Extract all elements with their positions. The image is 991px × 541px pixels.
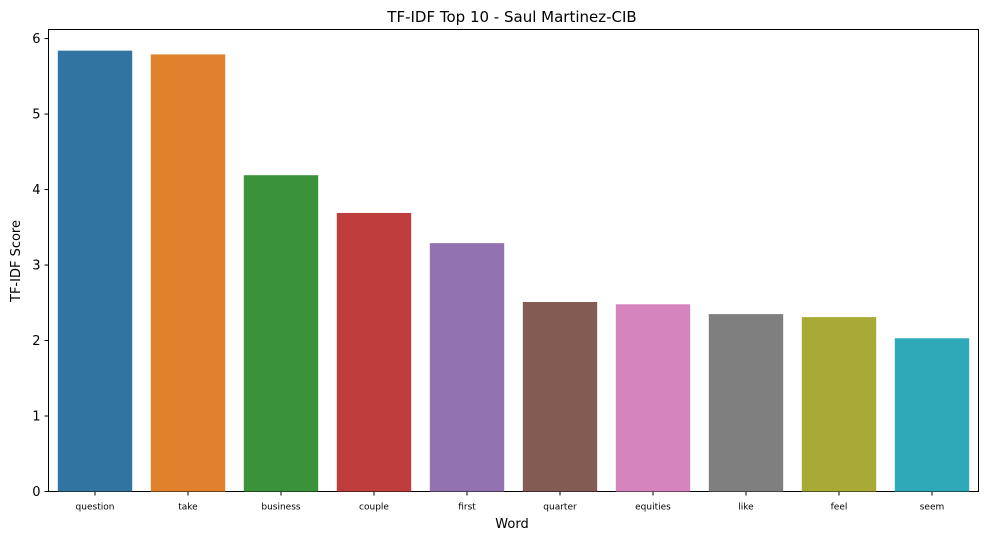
x-tick-label: question [76,503,115,513]
x-tick-label: quarter [543,503,577,513]
x-tick-label: feel [831,503,848,513]
bar-question [57,50,133,492]
x-tick-label: first [458,503,476,513]
bar-take [150,54,226,492]
x-tick-label: equities [635,503,671,513]
bar-feel [801,317,877,492]
y-tick-label: 5 [32,108,40,123]
bar-quarter [522,302,598,492]
y-axis-ticks: 0 1 2 3 4 5 6 [32,32,49,500]
bar-like [708,314,784,492]
bar-couple [336,212,412,492]
bar-equities [615,304,691,492]
y-tick-label: 4 [32,183,40,198]
x-tick-label: couple [359,503,389,513]
y-tick-label: 1 [32,410,40,425]
plot-area [48,29,979,492]
x-tick-label: take [178,503,198,513]
chart-title: TF-IDF Top 10 - Saul Martinez-CIB [386,8,636,26]
bars-group [57,50,970,492]
y-tick-label: 3 [32,259,40,274]
y-tick-label: 0 [32,485,40,500]
y-tick-label: 2 [32,334,40,349]
x-tick-label: like [738,503,754,513]
x-tick-label: seem [920,503,945,513]
bar-seem [894,338,970,492]
x-axis-label: Word [495,517,528,532]
bar-business [243,175,319,492]
x-tick-label: business [261,503,301,513]
y-tick-label: 6 [32,32,40,47]
bar-first [429,243,505,492]
x-axis-ticks: question take business couple first quarter eq… [76,491,945,513]
y-axis-label: TF-IDF Score [9,220,24,303]
